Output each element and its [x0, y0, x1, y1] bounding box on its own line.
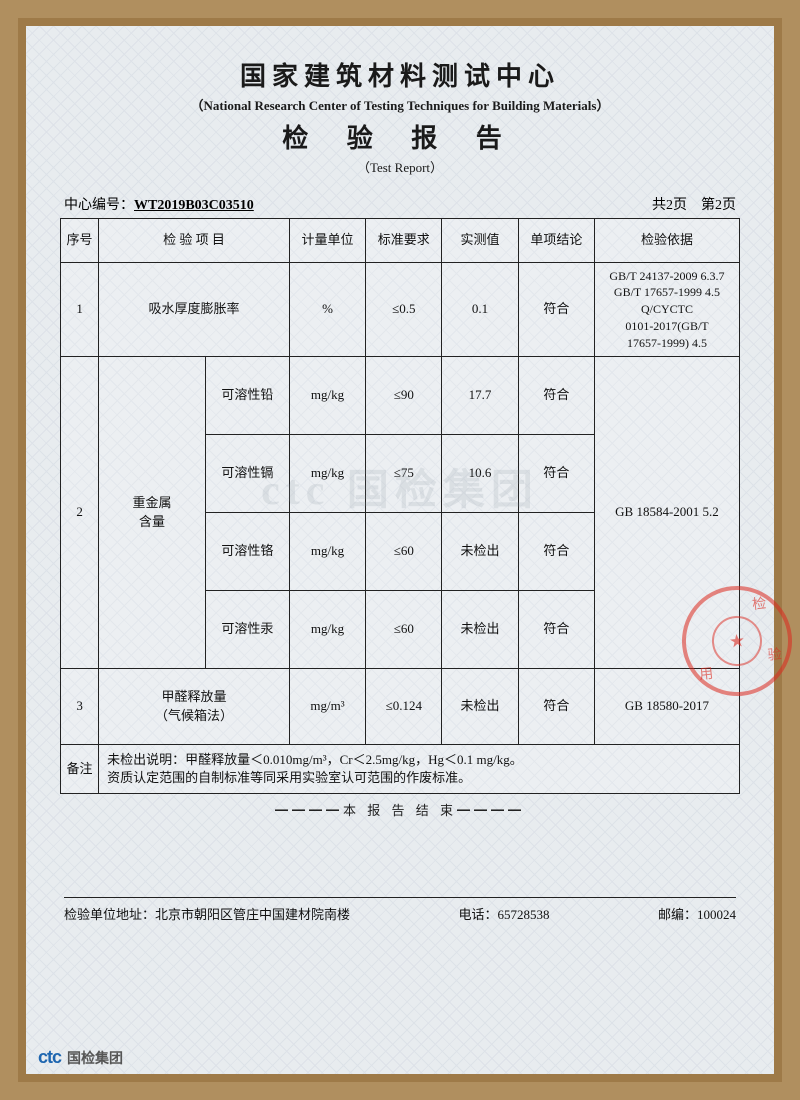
cell-res: 符合 — [518, 513, 594, 591]
report-header: 国家建筑材料测试中心 （National Research Center of … — [60, 56, 740, 176]
cell-unit: mg/kg — [289, 357, 365, 435]
footer-addr: 检验单位地址：北京市朝阳区管庄中国建材院南楼 — [64, 904, 350, 923]
notes-content: 未检出说明：甲醛释放量＜0.010mg/m³，Cr＜2.5mg/kg，Hg＜0.… — [99, 745, 740, 794]
post-label: 邮编： — [658, 907, 697, 922]
col-val: 实测值 — [442, 219, 518, 263]
cell-res: 符合 — [518, 435, 594, 513]
cell-item: 重金属 含量 — [99, 357, 206, 669]
cell-seq: 1 — [61, 263, 99, 357]
col-item: 检 验 项 目 — [99, 219, 290, 263]
cell-val: 17.7 — [442, 357, 518, 435]
cell-unit: mg/kg — [289, 591, 365, 669]
cell-req: ≤90 — [366, 357, 442, 435]
cell-subitem: 可溶性镉 — [205, 435, 289, 513]
serial-label: 中心编号： — [64, 198, 134, 213]
cell-req: ≤60 — [366, 513, 442, 591]
stamp-char: 检 — [751, 593, 767, 614]
serial-block: 中心编号：WT2019B03C03510 — [64, 194, 254, 214]
tel-value: 65728538 — [498, 907, 550, 922]
addr-value: 北京市朝阳区管庄中国建材院南楼 — [155, 907, 350, 922]
footer-post: 邮编：100024 — [658, 904, 736, 923]
serial-value: WT2019B03C03510 — [134, 198, 254, 213]
cell-basis: GB 18580-2017 — [594, 669, 739, 745]
cell-subitem: 可溶性铬 — [205, 513, 289, 591]
cell-unit: mg/kg — [289, 435, 365, 513]
cell-res: 符合 — [518, 591, 594, 669]
col-seq: 序号 — [61, 219, 99, 263]
col-unit: 计量单位 — [289, 219, 365, 263]
table-row: 3 甲醛释放量 （气候箱法） mg/m³ ≤0.124 未检出 符合 GB 18… — [61, 669, 740, 745]
stamp-char: 验 — [767, 643, 783, 664]
tel-label: 电话： — [459, 907, 498, 922]
notes-line1: 未检出说明：甲醛释放量＜0.010mg/m³，Cr＜2.5mg/kg，Hg＜0.… — [107, 751, 731, 769]
cell-res: 符合 — [518, 263, 594, 357]
cell-subitem: 可溶性汞 — [205, 591, 289, 669]
table-header-row: 序号 检 验 项 目 计量单位 标准要求 实测值 单项结论 检验依据 — [61, 219, 740, 263]
footer-row: 检验单位地址：北京市朝阳区管庄中国建材院南楼 电话：65728538 邮编：10… — [64, 904, 736, 923]
col-basis: 检验依据 — [594, 219, 739, 263]
report-end-line: ━━━━本 报 告 结 束━━━━ — [60, 800, 740, 819]
cell-req: ≤75 — [366, 435, 442, 513]
footer-divider — [64, 897, 736, 898]
table-row: 2 重金属 含量 可溶性铅 mg/kg ≤90 17.7 符合 GB 18584… — [61, 357, 740, 435]
cell-subitem: 可溶性铅 — [205, 357, 289, 435]
cell-basis: GB/T 24137-2009 6.3.7 GB/T 17657-1999 4.… — [594, 263, 739, 357]
cell-val: 未检出 — [442, 513, 518, 591]
logo-text: 国检集团 — [67, 1048, 123, 1068]
certificate-frame-outer: ctc 国检集团 国家建筑材料测试中心 （National Research C… — [18, 18, 782, 1082]
addr-label: 检验单位地址： — [64, 907, 155, 922]
cell-val: 10.6 — [442, 435, 518, 513]
page-info: 共2页 第2页 — [652, 194, 736, 214]
col-req: 标准要求 — [366, 219, 442, 263]
col-res: 单项结论 — [518, 219, 594, 263]
cell-unit: mg/kg — [289, 513, 365, 591]
cell-unit: mg/m³ — [289, 669, 365, 745]
cell-res: 符合 — [518, 357, 594, 435]
certificate-page: ctc 国检集团 国家建筑材料测试中心 （National Research C… — [26, 26, 774, 1074]
logo-block: ctc 国检集团 — [38, 1047, 123, 1068]
org-title-cn: 国家建筑材料测试中心 — [60, 56, 740, 93]
report-title-en: （Test Report） — [60, 157, 740, 176]
test-results-table: 序号 检 验 项 目 计量单位 标准要求 实测值 单项结论 检验依据 1 吸水厚… — [60, 218, 740, 794]
cell-val: 未检出 — [442, 669, 518, 745]
cell-req: ≤0.124 — [366, 669, 442, 745]
notes-label: 备注 — [61, 745, 99, 794]
cell-item: 吸水厚度膨胀率 — [99, 263, 290, 357]
post-value: 100024 — [697, 907, 736, 922]
cell-val: 未检出 — [442, 591, 518, 669]
cell-res: 符合 — [518, 669, 594, 745]
cell-item: 甲醛释放量 （气候箱法） — [99, 669, 290, 745]
cell-basis: GB 18584-2001 5.2 — [594, 357, 739, 669]
ctc-logo-icon: ctc — [38, 1047, 61, 1068]
notes-line2: 资质认定范围的自制标准等同采用实验室认可范围的作废标准。 — [107, 769, 731, 787]
meta-row: 中心编号：WT2019B03C03510 共2页 第2页 — [64, 194, 736, 214]
cell-req: ≤0.5 — [366, 263, 442, 357]
cell-seq: 3 — [61, 669, 99, 745]
notes-row: 备注 未检出说明：甲醛释放量＜0.010mg/m³，Cr＜2.5mg/kg，Hg… — [61, 745, 740, 794]
table-row: 1 吸水厚度膨胀率 % ≤0.5 0.1 符合 GB/T 24137-2009 … — [61, 263, 740, 357]
spacer — [60, 819, 740, 897]
cell-val: 0.1 — [442, 263, 518, 357]
cell-unit: % — [289, 263, 365, 357]
cell-req: ≤60 — [366, 591, 442, 669]
org-title-en: （National Research Center of Testing Tec… — [60, 95, 740, 114]
cell-seq: 2 — [61, 357, 99, 669]
footer-tel: 电话：65728538 — [459, 904, 550, 923]
report-title-cn: 检 验 报 告 — [60, 118, 740, 155]
